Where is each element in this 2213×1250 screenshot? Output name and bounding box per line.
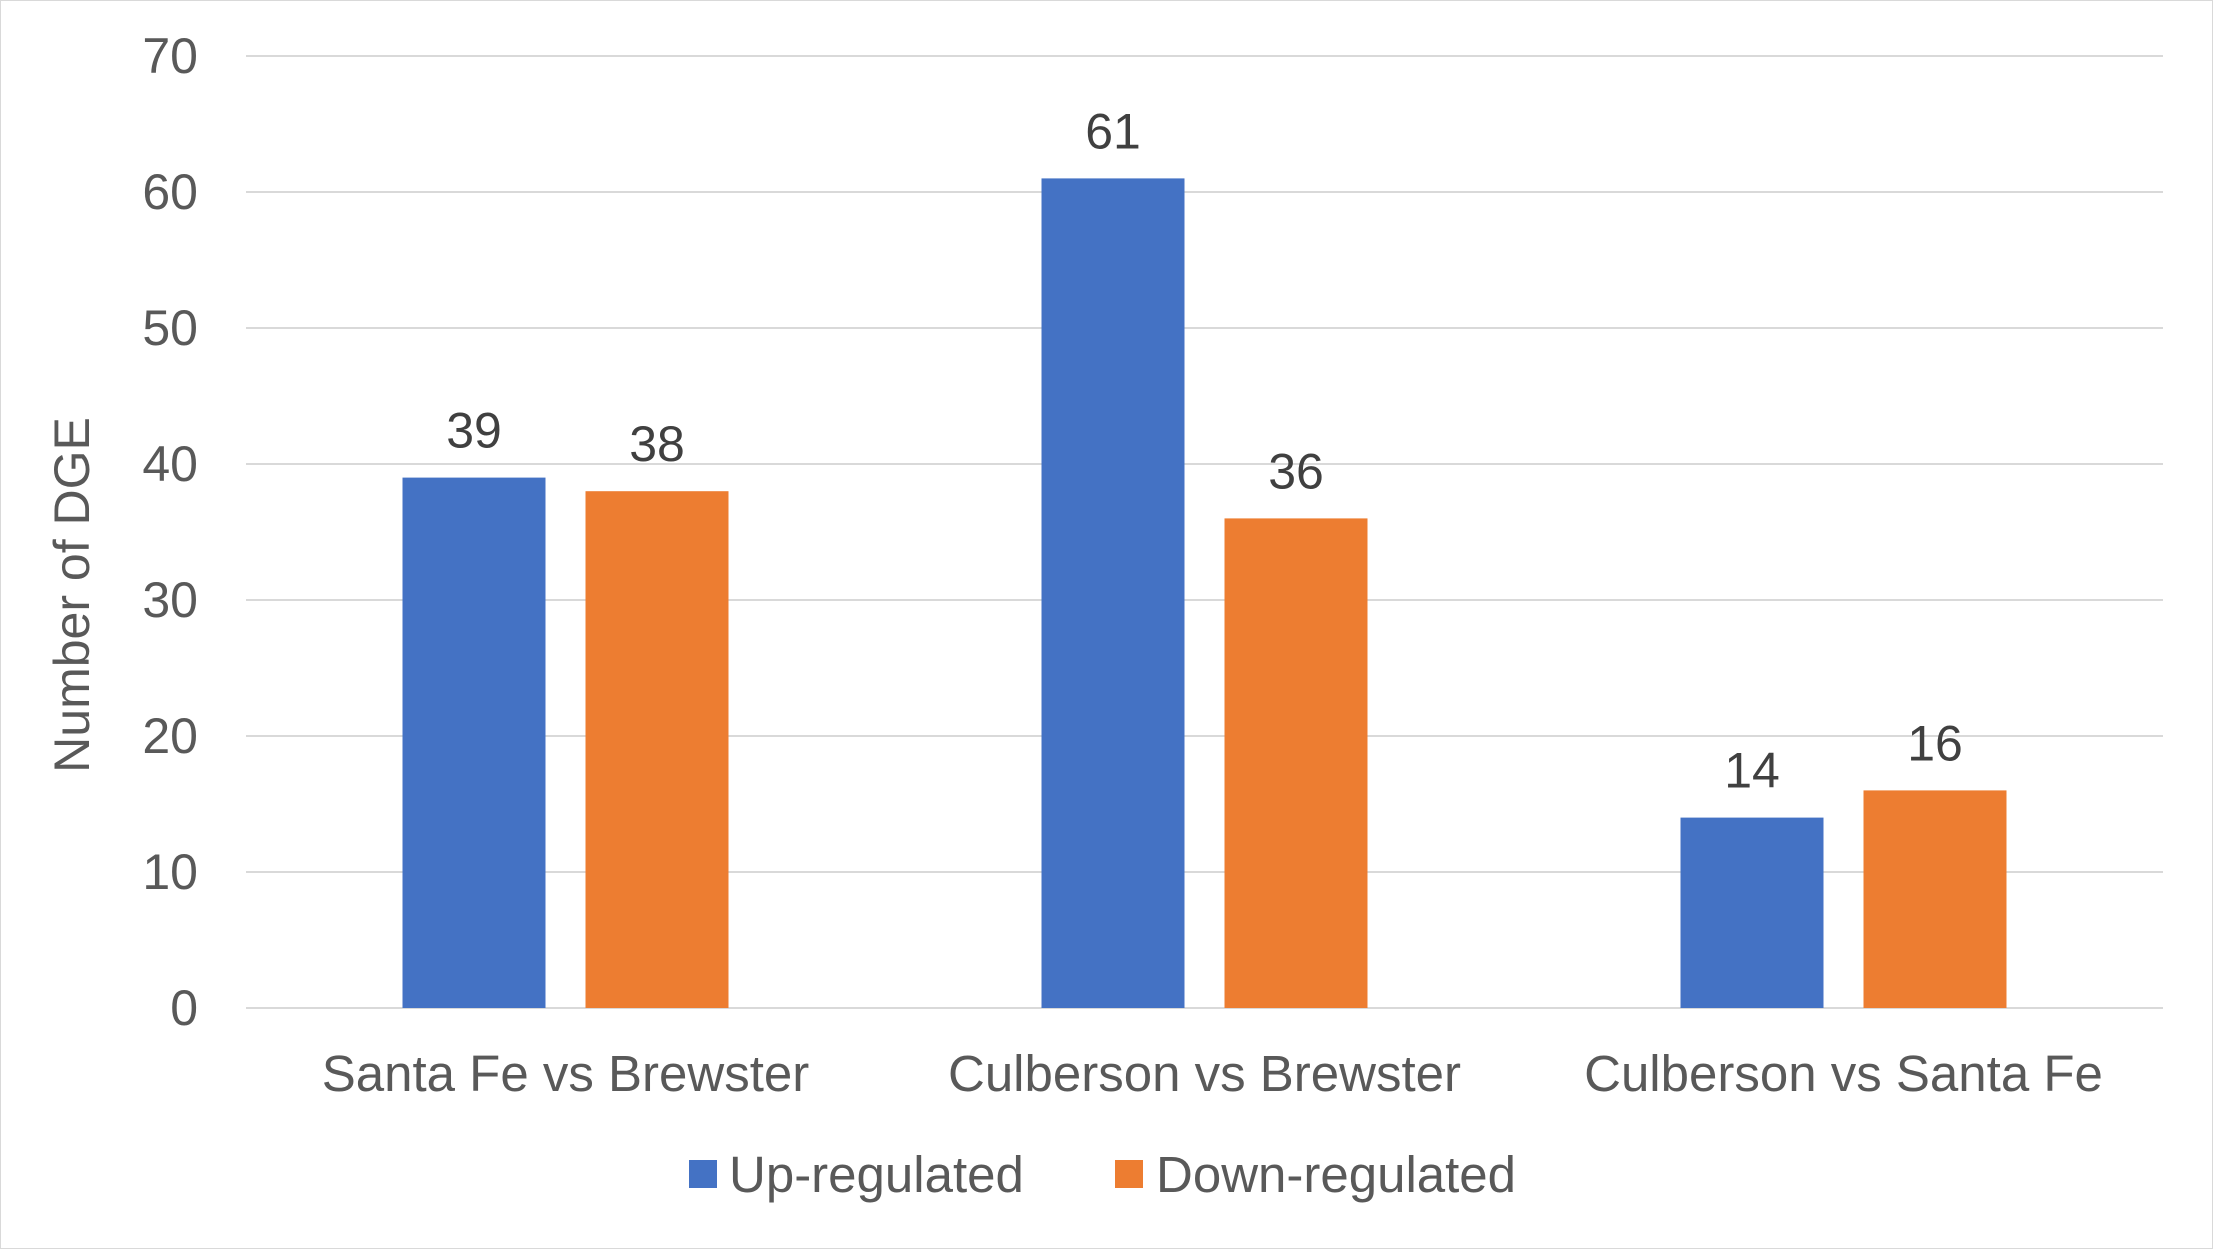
legend-label-down: Down-regulated — [1156, 1146, 1516, 1203]
bar-up-2 — [1041, 178, 1185, 1008]
y-tick-label: 10 — [142, 844, 198, 900]
bar-up-1 — [402, 477, 546, 1009]
bars — [402, 178, 2007, 1009]
y-tick-label: 50 — [142, 300, 198, 356]
category-labels: Santa Fe vs Brewster Culberson vs Brewste… — [322, 1045, 2103, 1102]
bar-down-2 — [1224, 518, 1368, 1008]
legend: Up-regulated Down-regulated — [689, 1146, 1516, 1203]
y-tick-label: 30 — [142, 572, 198, 628]
data-labels: 39 38 61 36 14 16 — [446, 103, 1963, 798]
y-tick-label: 20 — [142, 708, 198, 764]
category-label: Culberson vs Brewster — [948, 1045, 1461, 1102]
category-label: Culberson vs Santa Fe — [1584, 1045, 2103, 1102]
data-label: 16 — [1907, 715, 1963, 771]
legend-swatch-up — [689, 1160, 717, 1188]
data-label: 39 — [446, 403, 502, 459]
bar-down-3 — [1863, 790, 2007, 1008]
legend-swatch-down — [1115, 1160, 1143, 1188]
bar-down-1 — [585, 491, 729, 1008]
y-tick-label: 40 — [142, 436, 198, 492]
gridlines — [246, 55, 2163, 1009]
y-axis-title: Number of DGE — [44, 417, 100, 773]
data-label: 14 — [1724, 743, 1780, 799]
y-tick-label: 70 — [142, 28, 198, 84]
data-label: 61 — [1085, 103, 1141, 159]
legend-label-up: Up-regulated — [729, 1146, 1024, 1203]
y-tick-label: 60 — [142, 164, 198, 220]
data-label: 38 — [629, 416, 685, 472]
data-label: 36 — [1268, 443, 1324, 499]
bar-up-3 — [1680, 817, 1824, 1008]
y-axis-ticks: 0 10 20 30 40 50 60 70 — [142, 28, 198, 1036]
y-tick-label: 0 — [170, 980, 198, 1036]
category-label: Santa Fe vs Brewster — [322, 1045, 810, 1102]
